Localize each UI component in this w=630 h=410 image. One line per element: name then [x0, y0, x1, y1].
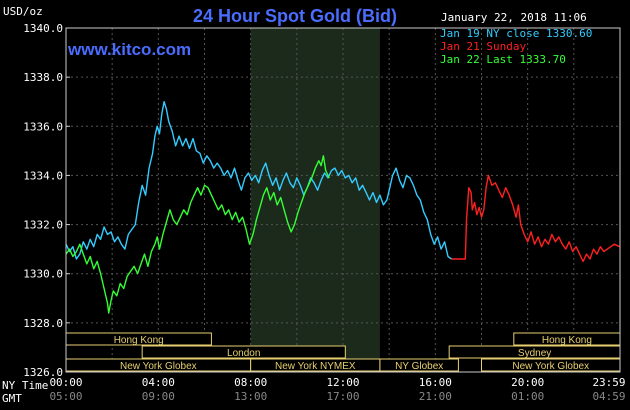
x-tick-label-ny: 23:59 [592, 376, 625, 389]
x-tick-label-gmt: 09:00 [142, 390, 175, 403]
y-axis-label: USD/oz [3, 5, 43, 18]
market-session-label: New York NYMEX [275, 361, 356, 372]
y-tick-label: 1336.0 [23, 120, 63, 133]
legend-item-jan21: Jan 21 Sunday [440, 40, 526, 53]
series-layer [65, 101, 621, 314]
y-tick-label: 1338.0 [23, 71, 63, 84]
market-session-label: Hong Kong [542, 335, 592, 346]
x-tick-label-ny: 08:00 [234, 376, 267, 389]
nymex-session-shading [250, 28, 380, 372]
series-line-jan-22 [65, 155, 330, 314]
x-tick-label-gmt: 17:00 [326, 390, 359, 403]
series-line-jan-19 [65, 101, 452, 260]
x-tick-label-ny: 12:00 [326, 376, 359, 389]
market-session-bars: Hong Kong Hong Kong London Sydney New York G… [65, 332, 621, 372]
ny-time-row-label: NY Time [2, 379, 48, 392]
legend: Jan 19 NY close 1330.60 Jan 21 Sunday Ja… [440, 27, 592, 66]
chart-date: January 22, 2018 11:06 [441, 11, 587, 24]
y-tick-label: 1328.0 [23, 317, 63, 330]
legend-item-jan22: Jan 22 Last 1333.70 [440, 53, 566, 66]
x-tick-label-ny: 00:00 [49, 376, 82, 389]
market-session-label: New York Globex [512, 361, 589, 372]
market-session-label: New York Globex [120, 361, 197, 372]
x-tick-label-gmt: 04:59 [592, 390, 625, 403]
kitco-watermark: www.kitco.com [67, 40, 191, 59]
y-tick-label: 1326.0 [23, 366, 63, 379]
y-tick-label: 1334.0 [23, 169, 63, 182]
x-tick-label-ny: 16:00 [419, 376, 452, 389]
market-session-box [379, 358, 459, 372]
x-tick-label-gmt: 21:00 [419, 390, 452, 403]
x-tick-label-gmt: 13:00 [234, 390, 267, 403]
y-tick-label: 1330.0 [23, 268, 63, 281]
market-session-box [141, 345, 346, 359]
chart-title: 24 Hour Spot Gold (Bid) [193, 6, 397, 26]
gmt-row-label: GMT [2, 392, 22, 405]
market-session-label: Sydney [518, 348, 551, 359]
x-tick-label-gmt: 01:00 [511, 390, 544, 403]
x-tick-label-gmt: 05:00 [49, 390, 82, 403]
series-line-jan-21 [451, 174, 621, 263]
plot-border [65, 27, 621, 373]
y-axis-ticks: 1340.0 1338.0 1336.0 1334.0 1332.0 1330.0 1328… [23, 22, 70, 379]
market-session-label: NY Globex [395, 361, 443, 372]
x-tick-label-ny: 20:00 [511, 376, 544, 389]
market-session-label: Hong Kong [114, 335, 164, 346]
market-session-label: London [227, 348, 260, 359]
x-tick-label-ny: 04:00 [142, 376, 175, 389]
y-tick-label: 1340.0 [23, 22, 63, 35]
y-tick-label: 1332.0 [23, 219, 63, 232]
legend-item-jan19: Jan 19 NY close 1330.60 [440, 27, 592, 40]
